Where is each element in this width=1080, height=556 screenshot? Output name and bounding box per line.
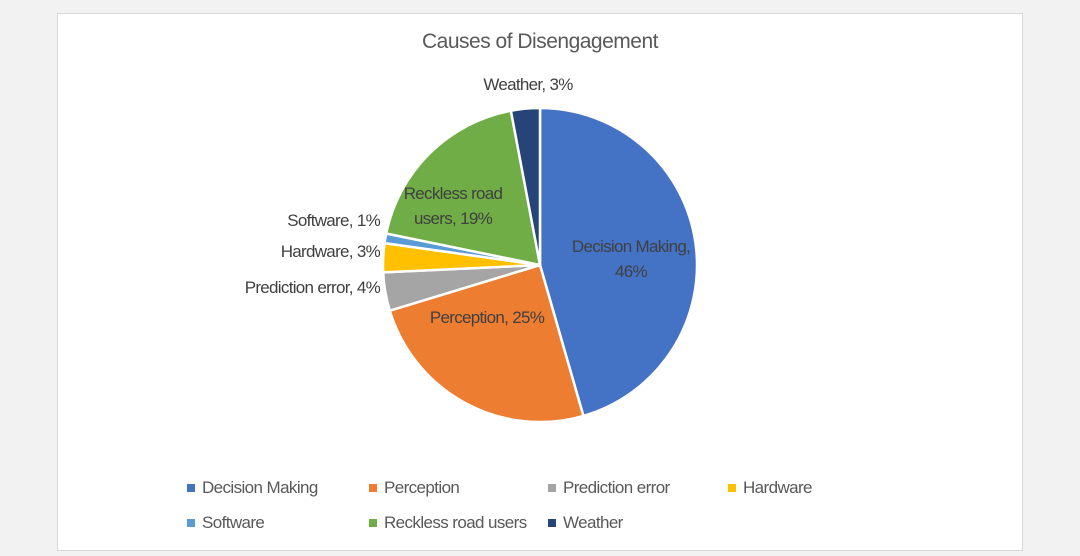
data-label-software: Software, 1% [287,211,380,230]
legend-swatch [369,484,377,492]
legend-item-weather: Weather [548,511,623,535]
legend-label: Decision Making [202,478,318,497]
legend-swatch [728,484,736,492]
legend-item-prediction-error: Prediction error [548,476,670,500]
pie-slice-weather [509,106,542,267]
legend-item-software: Software [187,511,265,535]
data-label-hardware: Hardware, 3% [281,242,381,261]
legend-swatch [187,484,195,492]
data-label-decision-making: Decision Making, 46% [572,237,690,281]
chart-area: Causes of Disengagement Decision Making,… [57,13,1023,551]
legend-swatch [548,484,556,492]
data-label-prediction-error: Prediction error, 4% [245,278,381,297]
data-label-perception: Perception, 25% [430,308,545,327]
legend-label: Prediction error [563,478,670,497]
legend-item-decision-making: Decision Making [187,476,318,500]
pie-slice-decision-making [538,106,699,418]
legend-item-reckless-road-users: Reckless road users [369,511,527,535]
legend-label: Software [202,513,265,532]
legend-label: Weather [563,513,623,532]
legend-swatch [369,519,377,527]
legend-label: Reckless road users [384,513,527,532]
chart-title: Causes of Disengagement [422,30,658,53]
legend-label: Perception [384,478,460,497]
data-label-reckless-road-users: Reckless road users, 19% [404,184,503,228]
legend-swatch [187,519,195,527]
legend-swatch [548,519,556,527]
pie-slice-reckless-road-users [384,109,542,267]
pie-chart: Decision Making, 46% Perception, 25% Predic… [245,75,699,424]
legend-label: Hardware [743,478,813,497]
legend-item-perception: Perception [369,476,460,500]
data-label-weather: Weather, 3% [483,75,573,94]
legend-item-hardware: Hardware [728,476,813,500]
pie-slice-perception [388,263,585,424]
